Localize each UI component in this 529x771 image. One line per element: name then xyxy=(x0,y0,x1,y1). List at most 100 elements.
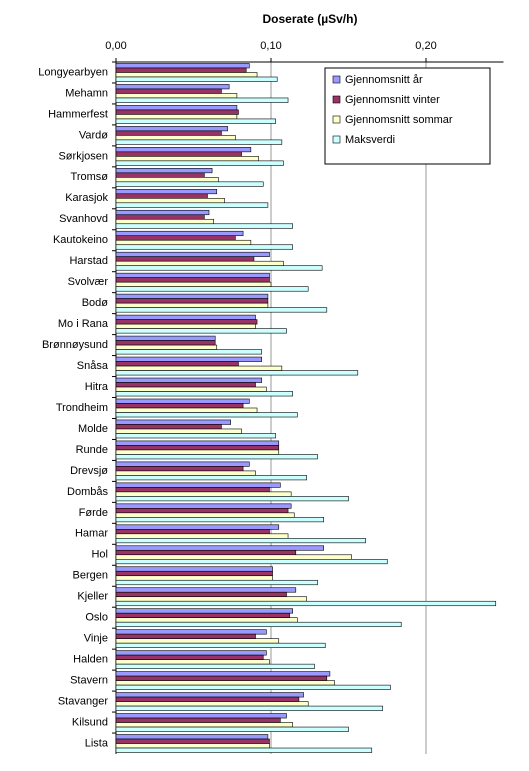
y-tick-label: Vinje xyxy=(84,633,108,645)
bar xyxy=(115,419,231,425)
y-tick-label: Lista xyxy=(85,737,109,749)
bar xyxy=(115,549,297,556)
bar xyxy=(115,600,497,607)
bar xyxy=(115,105,238,111)
bar xyxy=(115,356,262,362)
bar xyxy=(115,239,252,246)
bar xyxy=(115,160,284,166)
bar xyxy=(115,93,238,99)
bar xyxy=(115,717,281,723)
bar xyxy=(115,235,236,241)
y-tick-label: Dombås xyxy=(67,486,108,498)
bar xyxy=(115,286,309,292)
y-tick-label: Stavern xyxy=(70,675,108,687)
y-tick-label: Oslo xyxy=(85,612,108,624)
y-tick-label: Mo i Rana xyxy=(58,318,109,330)
bar xyxy=(115,449,280,455)
bar xyxy=(115,314,256,320)
bar xyxy=(115,659,270,665)
legend-swatch xyxy=(332,95,341,104)
bar xyxy=(115,177,219,183)
bar xyxy=(115,244,293,250)
y-tick-label: Snåsa xyxy=(77,360,109,372)
bar xyxy=(115,391,293,397)
bar xyxy=(115,382,256,388)
bar xyxy=(115,198,225,204)
bar xyxy=(115,260,284,267)
bar xyxy=(115,386,267,392)
bar xyxy=(115,349,262,355)
y-tick-label: Drevsjø xyxy=(70,465,108,477)
bar xyxy=(115,265,323,271)
bar xyxy=(115,97,289,103)
x-tick-label: 0,20 xyxy=(415,40,436,52)
legend-swatch xyxy=(332,135,341,144)
bar xyxy=(115,272,270,278)
bar xyxy=(115,168,213,174)
bar xyxy=(115,151,242,157)
bar xyxy=(115,428,242,434)
bar xyxy=(115,307,328,313)
bar xyxy=(115,738,270,744)
bar xyxy=(115,470,256,476)
bar xyxy=(115,172,205,178)
bar xyxy=(115,524,280,530)
bar xyxy=(115,612,290,618)
bar xyxy=(115,412,298,418)
legend-label: Gjennomsnitt vinter xyxy=(345,94,440,106)
bar xyxy=(115,692,304,698)
bar xyxy=(115,722,293,728)
bar xyxy=(115,512,295,518)
y-tick-label: Karasjok xyxy=(65,192,108,204)
bar xyxy=(115,621,402,628)
bar xyxy=(115,701,309,707)
bar xyxy=(115,608,293,614)
bar xyxy=(115,202,269,208)
bar xyxy=(115,277,270,283)
bar xyxy=(115,508,289,514)
bar xyxy=(115,72,258,78)
bar xyxy=(115,633,256,639)
y-tick-label: Kjeller xyxy=(77,591,108,603)
bar xyxy=(115,433,276,439)
bar xyxy=(115,114,238,120)
y-tick-label: Mehamn xyxy=(65,87,108,99)
bar xyxy=(115,328,287,334)
bar xyxy=(115,496,349,502)
bar xyxy=(115,118,276,124)
y-tick-label: Hol xyxy=(91,549,108,561)
bar xyxy=(115,365,283,371)
legend-label: Maksverdi xyxy=(345,134,395,146)
legend-swatch xyxy=(332,75,341,84)
bar xyxy=(115,654,264,660)
bar xyxy=(115,570,273,577)
bar xyxy=(115,181,264,187)
bar xyxy=(115,340,216,346)
bar xyxy=(115,370,359,376)
legend-swatch xyxy=(332,115,341,124)
bar xyxy=(115,88,222,94)
bar xyxy=(115,566,273,572)
bar xyxy=(115,302,269,308)
y-tick-label: Vardø xyxy=(79,129,108,141)
bar xyxy=(115,554,352,560)
y-tick-label: Hitra xyxy=(85,381,109,393)
y-tick-label: Trondheim xyxy=(56,402,108,414)
y-tick-label: Bergen xyxy=(73,570,108,582)
legend-box xyxy=(324,67,491,165)
bar xyxy=(115,109,239,115)
bar xyxy=(115,650,267,656)
bar xyxy=(115,344,218,350)
y-tick-label: Molde xyxy=(78,423,108,435)
y-tick-label: Svolvær xyxy=(68,276,109,288)
bar xyxy=(115,726,349,732)
bar xyxy=(115,671,331,677)
bar xyxy=(115,638,280,644)
y-tick-label: Hamar xyxy=(75,528,108,540)
bar xyxy=(115,591,287,598)
y-tick-label: Kilsund xyxy=(72,716,108,728)
bar xyxy=(115,713,287,719)
bar xyxy=(115,335,216,341)
y-tick-label: Stavanger xyxy=(58,695,108,707)
